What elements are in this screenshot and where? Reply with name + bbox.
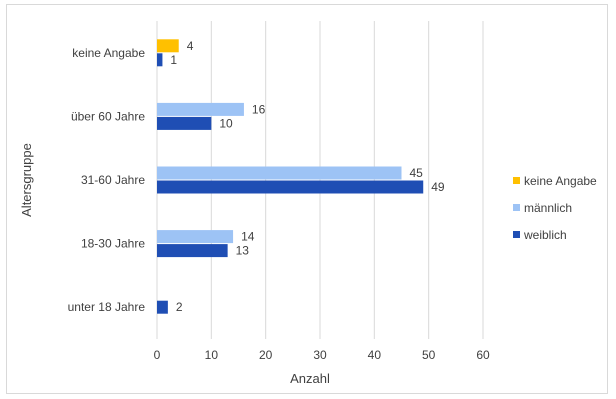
legend-label-männlich: männlich bbox=[524, 201, 572, 215]
bar-keine-angabe-keine-angabe bbox=[157, 39, 179, 53]
data-label-weiblich-über-60-jahre: 10 bbox=[219, 116, 233, 130]
data-label-männlich-über-60-jahre: 16 bbox=[252, 102, 266, 116]
category-label-18-30-jahre: 18-30 Jahre bbox=[81, 237, 145, 251]
data-label-weiblich-keine-angabe: 1 bbox=[170, 53, 177, 67]
data-label-weiblich-unter-18-jahre: 2 bbox=[176, 300, 183, 314]
data-label-männlich-31-60-jahre: 45 bbox=[410, 166, 424, 180]
data-label-weiblich-18-30-jahre: 13 bbox=[236, 244, 250, 258]
x-tick-label-40: 40 bbox=[368, 348, 382, 362]
bar-weiblich-unter-18-jahre bbox=[157, 300, 168, 314]
y-axis-title: Altersgruppe bbox=[19, 143, 34, 217]
category-labels: unter 18 Jahre 18-30 Jahre 31-60 Jahre über… bbox=[68, 46, 146, 314]
bar-weiblich-18-30-jahre bbox=[157, 244, 228, 258]
data-label-keine-angabe-keine-angabe: 4 bbox=[187, 39, 194, 53]
category-label-keine-angabe: keine Angabe bbox=[72, 46, 145, 60]
category-label-unter-18-jahre: unter 18 Jahre bbox=[68, 300, 146, 314]
category-label-über-60-jahre: über 60 Jahre bbox=[71, 109, 145, 123]
x-tick-label-50: 50 bbox=[422, 348, 436, 362]
bar-männlich-31-60-jahre bbox=[157, 166, 402, 180]
legend-swatch-weiblich bbox=[513, 231, 520, 238]
chart-frame: 2 14 13 45 49 16 10 4 1 0 10 20 30 40 50 60 unter 18 J… bbox=[6, 4, 608, 394]
legend-label-weiblich: weiblich bbox=[523, 228, 567, 242]
gridlines bbox=[156, 21, 484, 339]
x-tick-label-0: 0 bbox=[154, 348, 161, 362]
bars bbox=[157, 39, 424, 314]
bar-weiblich-über-60-jahre bbox=[157, 116, 212, 130]
legend: keine Angabe männlich weiblich bbox=[513, 174, 597, 242]
category-label-31-60-jahre: 31-60 Jahre bbox=[81, 173, 145, 187]
bar-männlich-18-30-jahre bbox=[157, 230, 234, 244]
bar-männlich-über-60-jahre bbox=[157, 102, 244, 116]
x-axis-title: Anzahl bbox=[290, 371, 330, 386]
x-tick-labels: 0 10 20 30 40 50 60 bbox=[154, 348, 490, 362]
legend-swatch-keine-angabe bbox=[513, 177, 520, 184]
x-tick-label-10: 10 bbox=[205, 348, 219, 362]
x-tick-label-60: 60 bbox=[476, 348, 490, 362]
data-label-weiblich-31-60-jahre: 49 bbox=[431, 180, 445, 194]
x-tick-label-30: 30 bbox=[313, 348, 327, 362]
legend-label-keine-angabe: keine Angabe bbox=[524, 174, 597, 188]
x-tick-label-20: 20 bbox=[259, 348, 273, 362]
bar-weiblich-31-60-jahre bbox=[157, 180, 424, 194]
bar-weiblich-keine-angabe bbox=[157, 53, 163, 67]
data-label-männlich-18-30-jahre: 14 bbox=[241, 230, 255, 244]
legend-swatch-männlich bbox=[513, 204, 520, 211]
